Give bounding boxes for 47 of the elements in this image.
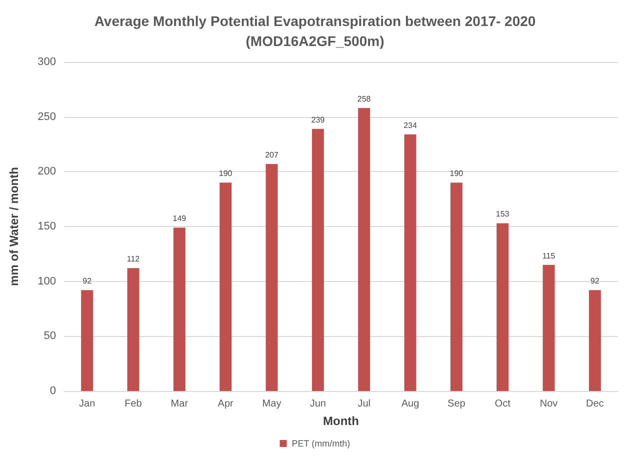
bar (220, 182, 232, 391)
data-label: 234 (404, 120, 418, 130)
x-tick-label: Jan (79, 398, 96, 410)
data-label: 239 (311, 115, 326, 124)
y-tick-label: 200 (38, 166, 56, 178)
chart-title: Average Monthly Potential Evapotranspiration between 2017- 2020 (MOD16A2GF_500m) (94, 13, 536, 49)
data-label: 92 (590, 276, 600, 286)
bar (450, 182, 462, 391)
x-tick-label: May (262, 398, 282, 410)
x-tick-label: Jun (310, 398, 326, 410)
y-tick-label: 150 (38, 220, 56, 232)
data-label: 190 (218, 169, 233, 178)
x-tick-label: Oct (494, 398, 511, 410)
x-tick-label: Nov (540, 398, 558, 410)
x-tick-label: Jul (358, 398, 370, 410)
bar (588, 290, 601, 391)
bar (496, 223, 509, 391)
data-label: 149 (172, 214, 187, 224)
bar (173, 228, 186, 391)
x-tick-label: Dec (586, 398, 604, 410)
y-tick-label: 300 (38, 56, 56, 68)
bar (542, 264, 555, 391)
y-axis-title: mm of Water / month (7, 167, 21, 286)
data-label: 207 (265, 150, 279, 160)
bar (266, 164, 278, 391)
y-tick-label: 50 (44, 330, 56, 342)
data-label: 92 (82, 276, 92, 286)
bar (358, 108, 370, 391)
data-label: 190 (450, 169, 464, 178)
bar (81, 290, 94, 391)
x-tick-label: Sep (448, 398, 466, 410)
legend-label: PET (mm/mth) (292, 438, 350, 448)
data-label: 115 (542, 251, 556, 260)
y-tick-label: 0 (50, 385, 56, 397)
y-tick-label: 250 (38, 110, 56, 123)
x-tick-label: Apr (218, 398, 234, 410)
x-tick-label: Mar (170, 398, 189, 410)
y-tick-label: 100 (38, 275, 56, 288)
bar (312, 128, 324, 391)
data-label: 112 (126, 254, 140, 264)
x-tick-label: Aug (401, 398, 420, 410)
x-axis-title: Month (323, 414, 359, 428)
data-label: 258 (357, 94, 372, 104)
data-label: 153 (496, 210, 510, 219)
bar (127, 268, 140, 391)
x-tick-label: Feb (124, 398, 142, 410)
bar (404, 134, 416, 391)
